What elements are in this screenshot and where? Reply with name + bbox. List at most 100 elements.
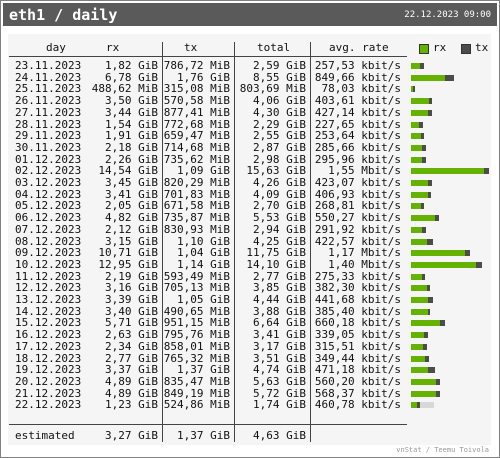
row-avg-rate: 78,03 kbit/s bbox=[321, 82, 401, 96]
title-bar: eth1 / daily 22.12.2023 09:00 bbox=[3, 3, 497, 26]
timestamp: 22.12.2023 09:00 bbox=[404, 10, 491, 20]
row-tx: 877,41 MiB bbox=[163, 105, 230, 119]
row-tx: 735,62 MiB bbox=[163, 152, 230, 166]
tx-usage-bar bbox=[422, 144, 426, 151]
rx-usage-bar bbox=[411, 343, 423, 350]
tx-usage-bar bbox=[420, 63, 424, 69]
rx-usage-bar bbox=[411, 297, 428, 303]
row-avg-rate: 253,64 kbit/s bbox=[314, 129, 401, 143]
row-day: 07.12.2023 bbox=[15, 222, 82, 236]
row-total: 5,63 GiB bbox=[253, 374, 306, 388]
tx-usage-bar bbox=[428, 308, 430, 315]
row-rx: 3,45 GiB bbox=[105, 176, 158, 189]
row-avg-rate: 295,96 kbit/s bbox=[314, 152, 401, 166]
table-row: 11.12.2023 2,19 GiB 593,49 MiB 2,77 GiB 275,… bbox=[1, 269, 500, 283]
row-total: 2,77 GiB bbox=[253, 269, 306, 283]
row-rx: 5,71 GiB bbox=[105, 316, 158, 330]
table-row: 18.12.2023 2,77 GiB 765,32 MiB 3,51 GiB 349,… bbox=[1, 351, 500, 365]
column-separator-rx-tx bbox=[162, 42, 163, 442]
tx-usage-bar bbox=[417, 402, 420, 409]
row-tx: 858,01 MiB bbox=[163, 339, 230, 353]
rx-usage-bar bbox=[411, 109, 428, 116]
rx-usage-bar bbox=[411, 168, 484, 175]
row-total: 4,74 GiB bbox=[253, 363, 306, 377]
row-total: 4,30 GiB bbox=[253, 105, 306, 119]
row-avg-rate: 406,93 kbit/s bbox=[314, 187, 401, 201]
legend-tx-label: tx bbox=[475, 41, 489, 54]
table-row: 20.12.2023 4,89 GiB 835,47 MiB 5,63 GiB 560,… bbox=[1, 374, 500, 388]
rx-usage-bar bbox=[411, 285, 427, 292]
rx-usage-bar bbox=[411, 320, 440, 327]
row-rx: 2,18 GiB bbox=[105, 140, 158, 154]
rx-usage-bar bbox=[411, 226, 422, 233]
tx-usage-bar bbox=[436, 390, 440, 397]
tx-usage-bar bbox=[445, 74, 454, 81]
estimated-row: estimated 3,27 GiB 1,37 GiB 4,63 GiB bbox=[1, 430, 500, 442]
estimated-rule bbox=[9, 424, 407, 425]
row-day: 09.12.2023 bbox=[15, 246, 82, 260]
row-rx: 488,62 MiB bbox=[91, 82, 158, 96]
row-day: 19.12.2023 bbox=[15, 363, 82, 377]
row-avg-rate: 268,81 kbit/s bbox=[314, 199, 401, 213]
row-total: 803,69 MiB bbox=[239, 82, 306, 96]
table-row: 16.12.2023 2,63 GiB 795,76 MiB 3,41 GiB 339,… bbox=[1, 329, 500, 341]
row-total: 3,17 GiB bbox=[253, 339, 306, 353]
row-day: 15.12.2023 bbox=[15, 316, 82, 330]
row-rx: 1,23 GiB bbox=[105, 398, 158, 412]
table-row: 27.11.2023 3,44 GiB 877,41 MiB 4,30 GiB 427,… bbox=[1, 105, 500, 119]
row-avg-rate: 275,33 kbit/s bbox=[314, 269, 401, 283]
row-day: 11.12.2023 bbox=[15, 269, 82, 283]
row-avg-rate: 315,51 kbit/s bbox=[314, 339, 401, 353]
row-tx: 835,47 MiB bbox=[163, 374, 230, 388]
row-avg-rate: 1,40 Mbit/s bbox=[328, 257, 401, 271]
table-row: 26.11.2023 3,50 GiB 570,58 MiB 4,06 GiB 403,… bbox=[1, 95, 500, 107]
table-row: 04.12.2023 3,41 GiB 701,83 MiB 4,09 GiB 406,… bbox=[1, 187, 500, 201]
row-total: 3,41 GiB bbox=[253, 328, 306, 342]
row-tx: 1,05 GiB bbox=[177, 293, 230, 306]
row-tx: 593,49 MiB bbox=[163, 269, 230, 283]
row-day: 18.12.2023 bbox=[15, 351, 82, 365]
table-row: 23.11.2023 1,82 GiB 786,72 MiB 2,59 GiB 257,… bbox=[1, 60, 500, 72]
table-row: 01.12.2023 2,26 GiB 735,62 MiB 2,98 GiB 295,… bbox=[1, 152, 500, 166]
rx-usage-bar bbox=[411, 180, 428, 186]
row-rx: 12,95 GiB bbox=[98, 257, 158, 271]
row-rx: 10,71 GiB bbox=[98, 246, 158, 260]
table-row: 30.11.2023 2,18 GiB 714,68 MiB 2,87 GiB 285,… bbox=[1, 140, 500, 154]
row-tx: 1,09 GiB bbox=[177, 164, 230, 178]
column-separator-total-rate bbox=[310, 42, 311, 442]
tx-usage-bar bbox=[428, 367, 435, 374]
row-total: 3,88 GiB bbox=[253, 304, 306, 318]
estimated-total: 4,63 GiB bbox=[253, 429, 306, 442]
tx-usage-bar bbox=[422, 273, 425, 280]
row-avg-rate: 403,61 kbit/s bbox=[314, 94, 401, 108]
row-day: 08.12.2023 bbox=[15, 234, 82, 248]
tx-usage-bar bbox=[429, 98, 432, 105]
row-rx: 4,89 GiB bbox=[105, 374, 158, 388]
row-day: 29.11.2023 bbox=[15, 129, 82, 143]
row-rx: 4,89 GiB bbox=[105, 386, 158, 400]
table-row: 05.12.2023 2,05 GiB 671,58 MiB 2,70 GiB 268,… bbox=[1, 200, 500, 212]
rx-usage-bar bbox=[411, 261, 476, 268]
row-total: 4,25 GiB bbox=[253, 234, 306, 248]
row-avg-rate: 849,66 kbit/s bbox=[314, 70, 401, 84]
rx-usage-bar bbox=[411, 203, 421, 210]
row-rx: 2,34 GiB bbox=[105, 339, 158, 353]
rx-usage-bar bbox=[411, 308, 428, 315]
row-rx: 6,78 GiB bbox=[105, 70, 158, 84]
rx-usage-bar bbox=[411, 63, 420, 69]
row-total: 3,51 GiB bbox=[253, 351, 306, 365]
row-rx: 3,50 GiB bbox=[105, 94, 158, 108]
tx-usage-bar bbox=[424, 332, 428, 339]
row-tx: 705,13 MiB bbox=[163, 281, 230, 295]
interface-title: eth1 / daily bbox=[9, 6, 118, 24]
table-row: 13.12.2023 3,39 GiB 1,05 GiB 4,44 GiB 441,68… bbox=[1, 294, 500, 306]
row-avg-rate: 422,57 kbit/s bbox=[314, 234, 401, 248]
row-tx: 524,86 MiB bbox=[163, 398, 230, 412]
tx-usage-bar bbox=[423, 343, 427, 350]
table-row: 03.12.2023 3,45 GiB 820,29 MiB 4,26 GiB 423,… bbox=[1, 177, 500, 189]
row-total: 4,06 GiB bbox=[253, 94, 306, 108]
row-total: 2,55 GiB bbox=[253, 129, 306, 143]
table-row: 22.12.2023 1,23 GiB 524,86 MiB 1,74 GiB 460,… bbox=[1, 399, 500, 411]
row-total: 2,59 GiB bbox=[253, 59, 306, 72]
legend-tx-swatch bbox=[461, 44, 471, 54]
